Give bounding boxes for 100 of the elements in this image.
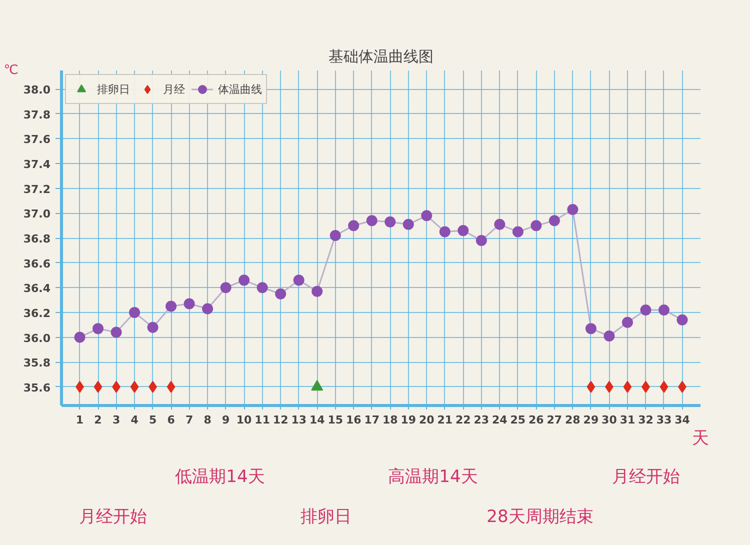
- y-tick-label: 35.6: [23, 381, 51, 394]
- point: [74, 332, 86, 343]
- y-tick-label: 36.6: [23, 257, 51, 270]
- y-tick-label: 36.8: [23, 232, 50, 246]
- x-tick-label: 29: [583, 414, 599, 426]
- point: [622, 316, 633, 328]
- y-tick-label: 36.0: [23, 332, 51, 345]
- x-tick-label: 19: [400, 414, 416, 426]
- x-tick-label: 15: [328, 414, 344, 426]
- x-tick-label: 25: [510, 414, 526, 426]
- point: [92, 323, 104, 334]
- point: [530, 220, 542, 232]
- point: [166, 380, 176, 393]
- point: [384, 216, 396, 228]
- point: [402, 218, 414, 230]
- x-tick-label: 23: [474, 414, 490, 426]
- point: [110, 326, 122, 338]
- point: [147, 322, 158, 333]
- point: [476, 234, 487, 246]
- y-tick-label: 37.4: [23, 158, 51, 172]
- y-tick-label: 37.0: [23, 208, 51, 221]
- x-tick-label: 12: [272, 414, 288, 426]
- x-tick-label: 4: [130, 414, 139, 426]
- x-tick-label: 20: [418, 414, 435, 426]
- x-tick-label: 6: [167, 414, 176, 426]
- x-tick-label: 26: [528, 414, 544, 426]
- x-tick-label: 32: [638, 414, 654, 426]
- point: [330, 230, 341, 242]
- legend-label: 排卵日: [97, 82, 130, 96]
- y-axis-title: ℃: [4, 63, 18, 78]
- legend-label: 体温曲线: [218, 82, 262, 96]
- x-tick-label: 11: [254, 414, 270, 426]
- x-tick-label: 24: [492, 414, 508, 426]
- point: [604, 330, 615, 342]
- annotation: 月经开始: [79, 506, 147, 529]
- y-tick-label: 37.6: [23, 133, 51, 146]
- x-tick-label: 1: [76, 414, 84, 426]
- point: [640, 304, 652, 316]
- x-tick-label: 9: [222, 414, 230, 426]
- y-tick-label: 36.4: [23, 282, 51, 296]
- x-tick-label: 27: [546, 414, 562, 426]
- y-tick-label: 37.2: [23, 182, 50, 196]
- legend-label: 月经: [163, 82, 185, 96]
- x-tick-label: 2: [94, 414, 102, 426]
- y-tick-label: 35.8: [23, 356, 50, 370]
- point: [366, 215, 378, 226]
- point: [548, 215, 560, 226]
- point: [439, 226, 450, 238]
- x-tick-label: 22: [456, 414, 471, 426]
- x-tick-label: 5: [148, 414, 157, 426]
- y-tick-label: 38.0: [23, 84, 51, 97]
- x-tick-label: 7: [185, 414, 194, 426]
- annotation: 28天周期结束: [486, 506, 594, 529]
- point: [623, 380, 632, 393]
- x-tick-label: 8: [204, 414, 212, 426]
- point: [494, 218, 506, 230]
- x-tick-label: 14: [309, 414, 326, 426]
- point: [676, 314, 688, 326]
- point: [94, 380, 102, 393]
- x-tick-label: 3: [112, 414, 120, 426]
- point: [586, 380, 596, 393]
- annotation: 月经开始: [612, 466, 680, 489]
- point: [184, 298, 195, 310]
- point: [512, 226, 524, 238]
- point: [658, 304, 670, 316]
- x-tick-label: 31: [620, 414, 636, 426]
- x-tick-label: 18: [382, 414, 398, 426]
- x-axis-title: 天: [692, 428, 709, 448]
- annotation: 高温期14天: [388, 466, 478, 489]
- point: [311, 380, 324, 391]
- point: [458, 225, 469, 236]
- point: [585, 323, 596, 334]
- point: [129, 306, 140, 318]
- y-tick-label: 36.2: [23, 306, 50, 320]
- point: [567, 204, 578, 215]
- annotation: 低温期14天: [175, 466, 265, 489]
- chart-title: 基础体温曲线图: [328, 48, 434, 66]
- point: [421, 210, 432, 222]
- y-tick-label: 37.8: [23, 108, 50, 122]
- x-tick-label: 17: [364, 414, 380, 426]
- annotation: 排卵日: [300, 506, 352, 529]
- x-tick-label: 34: [674, 414, 690, 426]
- point: [312, 286, 323, 297]
- x-tick-label: 21: [437, 414, 453, 426]
- x-tick-label: 30: [602, 414, 618, 426]
- x-tick-label: 10: [236, 414, 252, 426]
- point: [293, 274, 304, 286]
- x-tick-label: 13: [291, 414, 306, 426]
- point: [130, 380, 139, 393]
- x-tick-label: 33: [656, 414, 672, 426]
- point: [166, 300, 177, 312]
- point: [275, 288, 286, 300]
- x-tick-label: 28: [565, 414, 580, 426]
- point: [660, 380, 668, 393]
- point: [348, 220, 360, 232]
- x-tick-label: 16: [346, 414, 362, 426]
- point: [202, 303, 214, 314]
- point: [220, 282, 232, 294]
- point: [238, 274, 250, 286]
- point: [256, 282, 268, 294]
